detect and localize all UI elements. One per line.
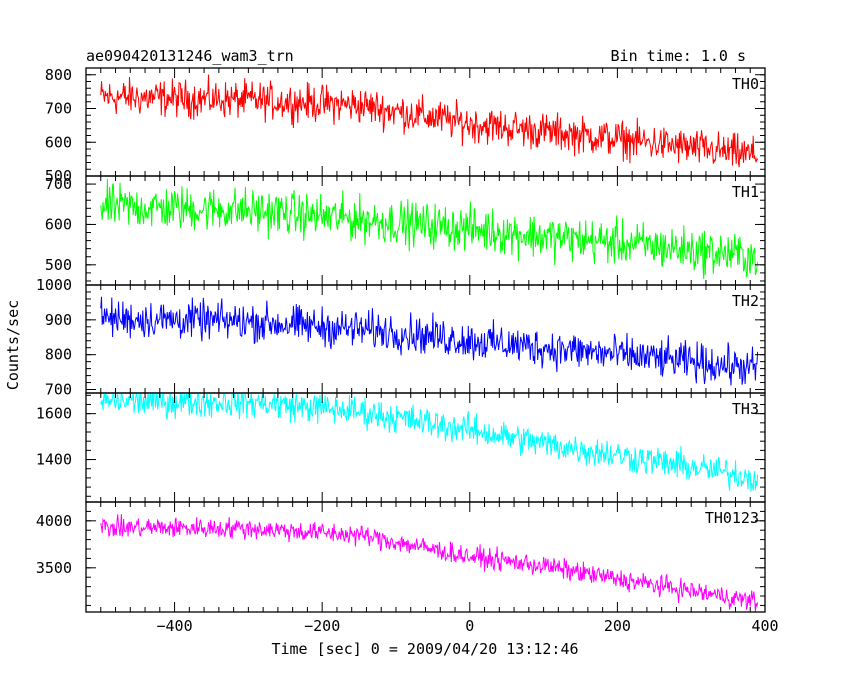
x-tick-label: −200 <box>304 617 340 635</box>
chart-title-left: ae090420131246_wam3_trn <box>86 47 294 65</box>
y-tick-label: 4000 <box>36 512 72 530</box>
panel-th3: 1400 1600 TH3 <box>36 392 766 503</box>
y-tick-label: 1600 <box>36 405 72 423</box>
y-tick-label: 800 <box>45 66 72 84</box>
series-line-th0123 <box>100 514 759 612</box>
panel-label-th2: TH2 <box>732 292 759 310</box>
x-tick-label: 0 <box>465 617 474 635</box>
y-tick-label: 900 <box>45 311 72 329</box>
panel-label-th0: TH0 <box>732 75 759 93</box>
panel-th1: 500 600 700 TH1 <box>45 175 766 286</box>
panel-frame <box>85 501 766 613</box>
y-tick-label: 600 <box>45 133 72 151</box>
x-tick-label: 400 <box>751 617 778 635</box>
x-tick-label: −400 <box>157 617 193 635</box>
panel-frame <box>85 392 766 503</box>
panel-th0: 500 600 700 800 TH0 <box>45 66 766 185</box>
series-line-th1 <box>100 179 759 279</box>
y-tick-label: 1400 <box>36 451 72 469</box>
y-tick-label: 700 <box>45 381 72 399</box>
panel-frame <box>85 67 766 177</box>
x-axis: −400 −200 0 200 400 <box>157 617 779 635</box>
panel-th0123: 3500 4000 TH0123 <box>36 501 766 613</box>
x-axis-label: Time [sec] 0 = 2009/04/20 13:12:46 <box>271 640 578 658</box>
panel-label-th0123: TH0123 <box>705 509 759 527</box>
y-axis-label: Counts/sec <box>4 300 22 390</box>
y-tick-label: 700 <box>45 175 72 193</box>
series-line-th3 <box>100 393 759 492</box>
panel-label-th1: TH1 <box>732 183 759 201</box>
y-tick-label: 500 <box>45 256 72 274</box>
chart-title-right: Bin time: 1.0 s <box>611 47 746 65</box>
panel-label-th3: TH3 <box>732 400 759 418</box>
y-tick-label: 500 <box>45 167 72 185</box>
y-tick-label: 1000 <box>36 276 72 294</box>
x-tick-label: 200 <box>604 617 631 635</box>
y-tick-label: 700 <box>45 100 72 118</box>
panels-group: 500 600 700 800 TH0 500 600 700 TH1 700 800 900 1000… <box>36 66 766 613</box>
series-line-th2 <box>100 296 759 386</box>
panel-th2: 700 800 900 1000 TH2 <box>36 276 766 399</box>
y-tick-label: 600 <box>45 215 72 233</box>
y-tick-label: 800 <box>45 346 72 364</box>
y-tick-label: 3500 <box>36 559 72 577</box>
series-line-th0 <box>100 74 759 168</box>
